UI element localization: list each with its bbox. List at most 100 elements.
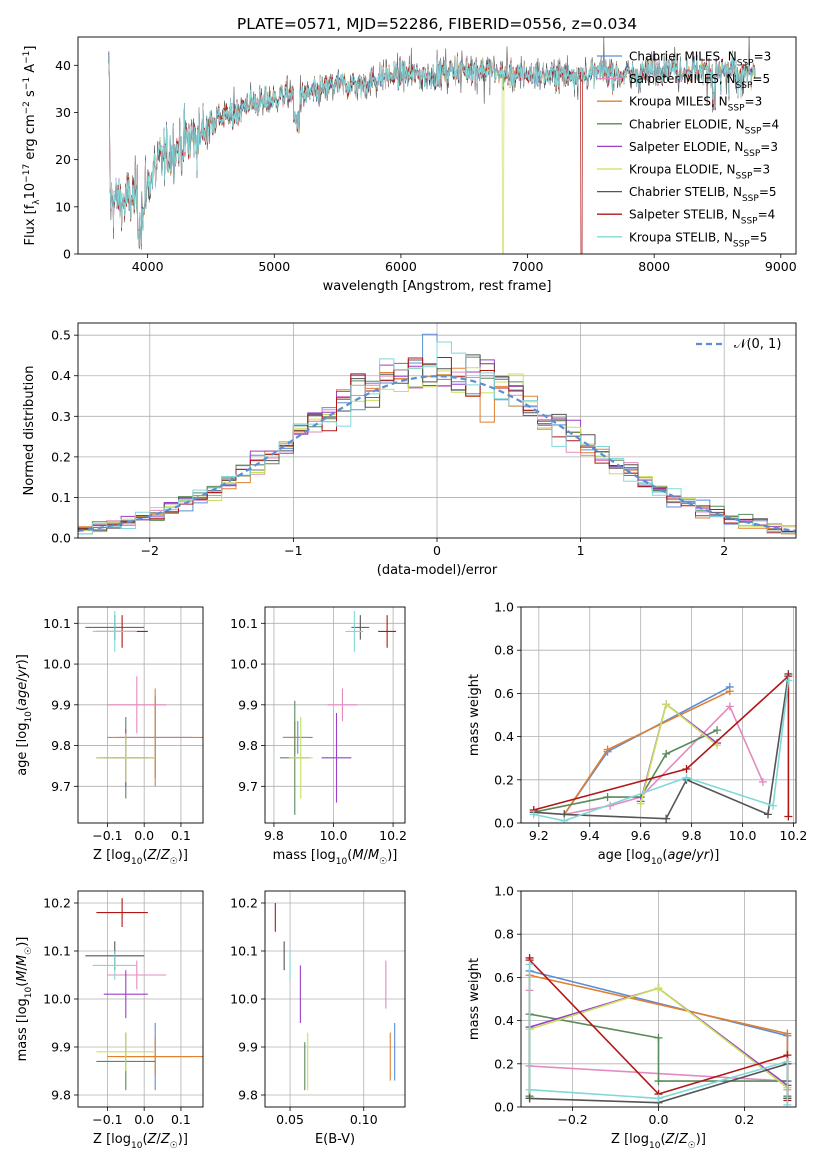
y-tick-label: 0.2 xyxy=(51,449,71,464)
errorbar-point-kroupa_stelib xyxy=(92,951,137,980)
weight-marker xyxy=(784,676,793,685)
y-tick-label: 1.0 xyxy=(494,600,514,615)
y-tick-label: 0 xyxy=(63,247,71,262)
mass-vs-z-axes: −0.1 0.0 0.1 9.8 9.9 10.0 10.1 10.2 Z [log10(Z/Z… xyxy=(15,890,204,1151)
x-tick-label: 4000 xyxy=(132,259,164,274)
y-tick-label: 0.4 xyxy=(51,368,71,383)
legend-label: Kroupa STELIB, NSSP=5 xyxy=(629,230,767,249)
weight-marker xyxy=(763,810,772,819)
y-tick-label: 10.1 xyxy=(43,616,71,631)
x-tick-label: 10.0 xyxy=(320,828,348,843)
legend-label: Salpeter ELODIE, NSSP=3 xyxy=(629,140,778,159)
y-tick-label: 0.6 xyxy=(494,970,514,985)
y-tick-label: 10.1 xyxy=(230,616,258,631)
weight-marker xyxy=(769,801,778,810)
spectrum-panel: 4000 5000 6000 7000 8000 9000 0 10 20 30 40 wavelen… xyxy=(22,36,797,294)
y-tick-label: 9.9 xyxy=(238,697,258,712)
massweight-vs-z-marks xyxy=(525,953,792,1107)
errorbar-point-kroupa_elodie xyxy=(96,1032,156,1071)
weight-marker xyxy=(682,773,691,782)
y-tick-label: 0.2 xyxy=(494,1056,514,1071)
weight-line-salpeter_stelib xyxy=(533,674,790,817)
legend-label: 𝒩(0, 1) xyxy=(734,337,781,352)
y-tick-label: 10.2 xyxy=(43,896,71,911)
x-tick-label: 0.0 xyxy=(649,1112,669,1127)
weight-marker xyxy=(525,960,534,969)
x-tick-label: −0.2 xyxy=(557,1112,587,1127)
y-axis-label: age [log10(age/yr)] xyxy=(15,654,34,776)
massweight-vs-age-marks xyxy=(529,669,793,823)
x-tick-label: 10.0 xyxy=(729,828,757,843)
weight-marker xyxy=(636,799,645,808)
weight-marker xyxy=(725,687,734,696)
y-tick-label: 0.0 xyxy=(494,816,514,831)
figure-title: PLATE=0571, MJD=52286, FIBERID=0556, z=0… xyxy=(237,15,637,33)
y-tick-label: 0.1 xyxy=(51,490,71,505)
weight-marker xyxy=(603,745,612,754)
weight-marker xyxy=(682,765,691,773)
weight-marker xyxy=(654,1033,663,1042)
x-axis-label: Z [log10(Z/Z☉)] xyxy=(93,848,188,867)
mass-vs-ebv-panel: 0.05 0.10 9.8 9.9 10.0 10.1 10.2 E(B-V) xyxy=(230,890,406,1147)
x-axis-label: Z [log10(Z/Z☉)] xyxy=(93,1132,188,1151)
weight-marker xyxy=(529,810,538,819)
weight-marker xyxy=(783,1029,792,1038)
x-axis-label: mass [log10(M/M☉)] xyxy=(273,848,398,867)
y-tick-label: 0.8 xyxy=(494,927,514,942)
y-tick-label: 0.6 xyxy=(494,686,514,701)
y-tick-label: 0.5 xyxy=(51,328,71,343)
weight-marker xyxy=(783,1100,792,1107)
x-axis-label: (data-model)/error xyxy=(377,563,498,578)
histogram-kroupa_stelib xyxy=(78,341,796,535)
x-tick-label: 0.0 xyxy=(134,828,154,843)
y-tick-label: 9.8 xyxy=(238,1088,258,1103)
errorbar-point-salpeter_elodie xyxy=(321,712,352,803)
residual-histogram-axes: −2 −1 0 1 2 0.0 0.1 0.2 0.3 0.4 0.5 (data-model)/er… xyxy=(22,322,797,578)
age-vs-mass-grid xyxy=(265,607,405,823)
massweight-vs-age-grid xyxy=(521,606,796,824)
legend-label: Kroupa ELODIE, NSSP=3 xyxy=(629,163,770,182)
y-tick-label: 9.9 xyxy=(51,1040,71,1055)
y-axis-label: mass [log10(M/M☉)] xyxy=(15,937,34,1062)
y-tick-label: 30 xyxy=(55,105,71,120)
y-tick-label: 10.0 xyxy=(230,992,258,1007)
y-tick-label: 9.7 xyxy=(51,779,71,794)
x-tick-label: 9.2 xyxy=(529,828,549,843)
errorbar-point-salpeter_elodie xyxy=(103,970,148,1019)
plot-frame xyxy=(520,890,797,1108)
y-tick-label: 1.0 xyxy=(494,884,514,899)
y-tick-label: 40 xyxy=(55,58,71,73)
y-tick-label: 0.0 xyxy=(494,1100,514,1115)
y-tick-label: 9.8 xyxy=(51,738,71,753)
weight-marker xyxy=(713,741,722,750)
y-tick-label: 9.7 xyxy=(238,779,258,794)
y-tick-label: 0.4 xyxy=(494,729,514,744)
x-tick-label: 2 xyxy=(720,543,728,558)
x-tick-label: 1 xyxy=(577,543,585,558)
histogram-legend: 𝒩(0, 1) xyxy=(696,337,781,352)
weight-marker xyxy=(654,1077,663,1086)
x-tick-label: 9.4 xyxy=(580,828,600,843)
y-tick-label: 10.2 xyxy=(230,896,258,911)
legend-label: Salpeter STELIB, NSSP=4 xyxy=(629,208,775,227)
y-tick-label: 9.8 xyxy=(238,738,258,753)
errorbar-point-salpeter_miles xyxy=(327,688,358,722)
x-tick-label: 5000 xyxy=(258,259,290,274)
x-tick-label: 9.8 xyxy=(264,828,284,843)
weight-line-chabrier_stelib xyxy=(533,673,790,820)
x-tick-label: 0.10 xyxy=(350,1112,378,1127)
x-tick-label: 0.05 xyxy=(276,1112,304,1127)
y-axis-label: mass weight xyxy=(467,674,482,756)
plot-frame xyxy=(520,606,797,824)
plot-frame xyxy=(77,606,204,824)
age-vs-mass-axes: 9.8 10.0 10.2 9.7 9.8 9.9 10.0 10.1 mass [log10(… xyxy=(230,606,407,867)
spectrum-line-kroupa_stelib xyxy=(108,52,756,247)
x-tick-label: −0.1 xyxy=(92,828,122,843)
y-tick-label: 10 xyxy=(55,199,71,214)
mass-vs-z-panel: −0.1 0.0 0.1 9.8 9.9 10.0 10.1 10.2 Z [log10(Z/Z… xyxy=(15,890,204,1151)
y-tick-label: 0.4 xyxy=(494,1013,514,1028)
age-vs-z-panel: −0.1 0.0 0.1 9.7 9.8 9.9 10.0 10.1 Z [log10(Z/Z☉… xyxy=(15,606,204,867)
weight-marker xyxy=(654,984,663,993)
massweight-vs-age-panel: 9.2 9.4 9.6 9.8 10.0 10.2 0.0 0.2 0.4 0.6 0.8 1.0 ag… xyxy=(467,600,807,868)
